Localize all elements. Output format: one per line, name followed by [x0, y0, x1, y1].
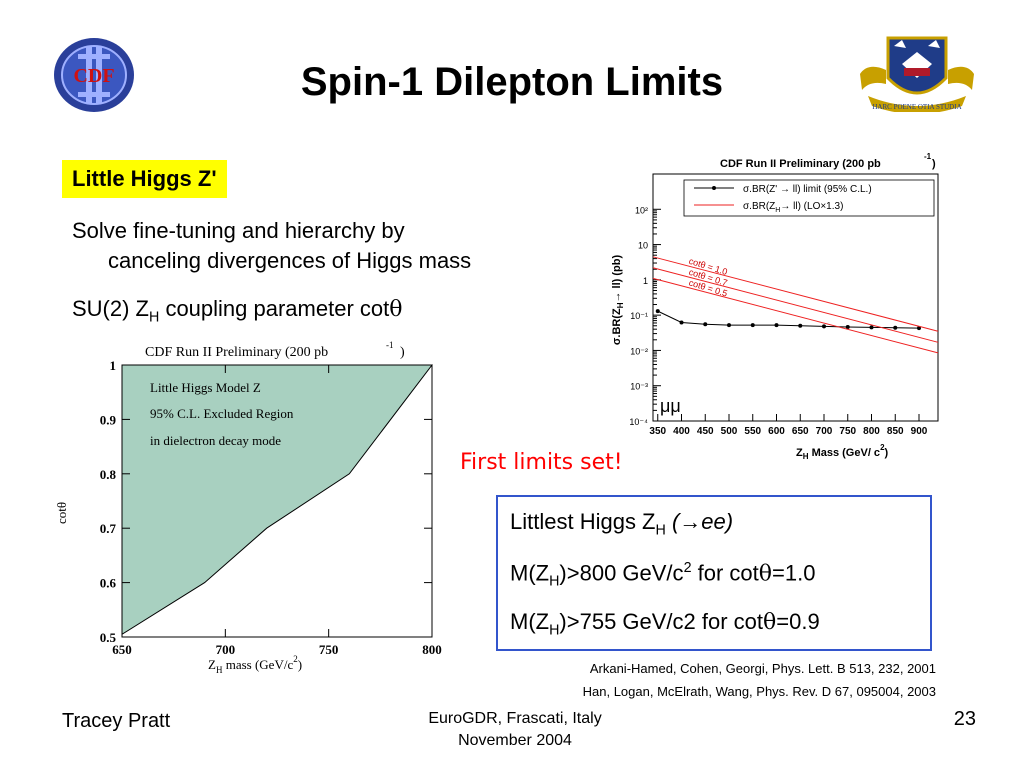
model-curve [652, 267, 939, 343]
limit-curve [657, 310, 920, 329]
left-x-tick-label: 800 [422, 642, 442, 657]
cdf-logo: CDF [54, 38, 134, 112]
right-x-tick-label: 500 [721, 426, 738, 437]
right-x-tick-label: 650 [792, 426, 809, 437]
bullet-2-post: coupling parameter cot [159, 296, 390, 321]
bullet-2-sub: H [149, 309, 160, 326]
limit-point [655, 309, 660, 314]
left-y-axis-label: cotθ [54, 502, 69, 524]
model-curve [652, 277, 939, 354]
right-chart-frame [652, 173, 939, 422]
right-x-tick-label: 850 [887, 426, 904, 437]
crest-logo: HARC POENE OTIA STUDIA [860, 36, 974, 112]
right-y-tick-label: 1 [643, 276, 648, 286]
annotation-model: Little Higgs Model Z [150, 380, 261, 395]
svg-text:CDF Run II Preliminary (200 pb: CDF Run II Preliminary (200 pb [720, 158, 881, 170]
right-x-tick-label: 800 [863, 426, 880, 437]
limit-point [750, 323, 755, 328]
left-x-tick-label: 750 [319, 642, 339, 657]
left-x-tick-label: 650 [112, 642, 132, 657]
left-x-axis-label: ZH mass (GeV/c2) [208, 654, 302, 675]
limit-point [798, 323, 803, 328]
cross-section-chart: CDF Run II Preliminary (200 pb -1 ) 350 4… [611, 152, 939, 461]
limit-point [869, 325, 874, 330]
right-y-tick-label: 10⁻² [630, 346, 648, 356]
right-x-tick-label: 600 [768, 426, 785, 437]
left-y-tick-label: 0.5 [100, 630, 117, 645]
left-y-tick-label: 0.8 [100, 467, 117, 482]
left-y-tick-label: 1 [110, 358, 117, 373]
bullet-2-pre: SU(2) Z [72, 296, 149, 321]
model-curve [652, 256, 939, 332]
limit-point [679, 320, 684, 325]
svg-text:): ) [400, 345, 405, 360]
limit-point [822, 324, 826, 329]
right-x-tick-label: 400 [673, 426, 690, 437]
svg-text:): ) [932, 158, 936, 170]
svg-text:-1: -1 [386, 340, 394, 350]
left-chart-title: CDF Run II Preliminary (200 pb -1 ) [145, 340, 405, 360]
crest-motto: HARC POENE OTIA STUDIA [872, 103, 961, 111]
right-y-tick-label: 10² [635, 205, 648, 215]
bullet-1-line-1: Solve fine-tuning and hierarchy by [72, 218, 405, 243]
limit-point [917, 326, 921, 331]
reference-2: Han, Logan, McElrath, Wang, Phys. Rev. D… [582, 684, 936, 699]
result-line-1: Littlest Higgs ZH (→ee) [510, 509, 734, 539]
cdf-logo-text: CDF [73, 65, 114, 87]
bullet-finetuning: Solve fine-tuning and hierarchy by cance… [72, 216, 592, 276]
left-y-tick-label: 0.7 [100, 521, 117, 536]
right-x-tick-label: 900 [911, 426, 928, 437]
right-x-axis-label: ZH Mass (GeV/ c2) [796, 443, 889, 461]
right-x-tick-label: 750 [839, 426, 856, 437]
right-y-tick-label: 10⁻³ [630, 382, 648, 392]
footer-conference-line-2: November 2004 [458, 732, 572, 749]
right-x-tick-label: 350 [649, 426, 666, 437]
legend-limit-label: σ.BR(Z' → ll) limit (95% C.L.) [743, 184, 872, 195]
limit-point [774, 323, 779, 328]
result-line-2: M(ZH)>800 GeV/c2 for cotθ=1.0 [510, 560, 816, 590]
svg-text:ZH Mass (GeV/ c2): ZH Mass (GeV/ c2) [796, 443, 889, 461]
footer-author: Tracey Pratt [62, 710, 171, 732]
svg-text:-1: -1 [924, 152, 932, 161]
reference-1: Arkani-Hamed, Cohen, Georgi, Phys. Lett.… [589, 661, 936, 676]
left-y-tick-label: 0.9 [100, 412, 117, 427]
footer-conference-line-1: EuroGDR, Frascati, Italy [428, 710, 602, 727]
excluded-region-chart: CDF Run II Preliminary (200 pb -1 ) 650 7… [54, 340, 442, 675]
bullet-2-theta: θ [389, 297, 403, 322]
right-y-tick-label: 10⁻⁴ [629, 417, 648, 427]
right-y-tick-label: 10⁻¹ [630, 311, 648, 321]
svg-text:CDF Run II Preliminary (200 pb: CDF Run II Preliminary (200 pb [145, 345, 328, 360]
limit-point [727, 323, 731, 328]
left-y-tick-label: 0.6 [100, 576, 117, 591]
page-number: 23 [953, 708, 976, 730]
footer-conference: EuroGDR, Frascati, Italy November 2004 [400, 708, 630, 752]
limit-point [703, 322, 708, 327]
right-y-tick-label: 10 [638, 241, 648, 251]
limit-point [893, 325, 898, 330]
bullet-1-line-2: canceling divergences of Higgs mass [108, 248, 472, 273]
bullet-coupling: SU(2) ZH coupling parameter cotθ [72, 294, 402, 332]
svg-text:ZH mass (GeV/c2): ZH mass (GeV/c2) [208, 654, 302, 675]
left-x-tick-label: 700 [216, 642, 236, 657]
legend-box [683, 179, 935, 217]
right-x-tick-label: 550 [744, 426, 761, 437]
legend-model-label: σ.BR(ZH→ ll) (LO×1.3) [743, 201, 843, 214]
results-box: Littlest Higgs ZH (→ee) M(ZH)>800 GeV/c2… [496, 495, 932, 651]
annotation-cl: 95% C.L. Excluded Region [150, 406, 294, 421]
topic-tag: Little Higgs Z' [62, 160, 227, 198]
right-x-tick-label: 700 [816, 426, 833, 437]
annotation-mode: in dielectron decay mode [150, 433, 281, 448]
right-x-tick-label: 450 [697, 426, 714, 437]
result-line-3: M(ZH)>755 GeV/c2 for cotθ=0.9 [510, 609, 820, 639]
first-limits-callout: First limits set! [460, 450, 623, 475]
channel-label: μμ [660, 396, 681, 416]
right-chart-title: CDF Run II Preliminary (200 pb -1 ) [720, 152, 936, 170]
right-y-axis-label: σ.BR(ZH→ ll) (pb) [611, 255, 625, 346]
slide-title: Spin-1 Dilepton Limits [300, 60, 724, 104]
limit-point [845, 325, 850, 330]
